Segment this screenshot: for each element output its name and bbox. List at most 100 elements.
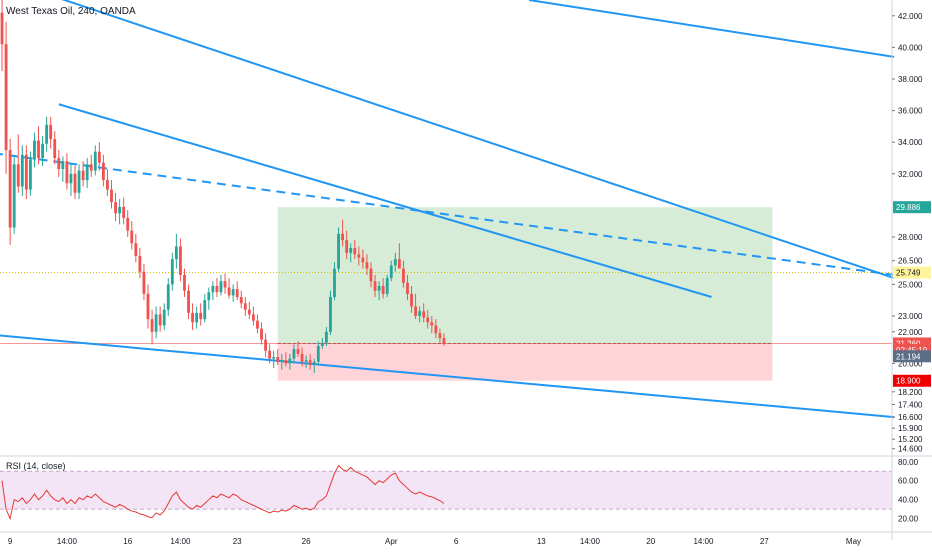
candle	[61, 156, 65, 182]
candle	[162, 303, 166, 331]
candle-body	[239, 297, 243, 304]
candle-body	[122, 206, 126, 219]
candle-body	[397, 259, 401, 269]
candle	[126, 210, 130, 237]
candle-body	[211, 285, 215, 293]
candle	[292, 344, 296, 364]
price-tick-label: 16.600	[898, 413, 923, 422]
candle	[174, 233, 178, 269]
candle-body	[434, 325, 438, 334]
candle-body	[308, 360, 312, 365]
rsi-tick-label: 60.00	[898, 477, 919, 486]
candle-body	[207, 292, 211, 301]
candle	[438, 328, 442, 343]
candle-body	[154, 314, 158, 332]
candle	[219, 274, 223, 296]
candle-body	[292, 349, 296, 359]
candle	[406, 274, 409, 301]
candle	[377, 281, 381, 301]
candle	[142, 263, 146, 301]
candle-body	[227, 287, 231, 296]
candle	[349, 243, 353, 263]
time-tick-label: May	[846, 537, 861, 546]
candle-body	[203, 300, 207, 320]
candle-body	[199, 312, 203, 320]
time-tick-label: 14:00	[693, 537, 714, 546]
candle-body	[357, 254, 361, 258]
candle-body	[166, 284, 170, 310]
candle-body	[0, 12, 4, 45]
candle-body	[389, 265, 393, 279]
candle-body	[353, 248, 357, 255]
candle-body	[430, 322, 434, 326]
candle	[138, 248, 142, 279]
time-tick-label: 23	[233, 537, 242, 546]
loss-zone[interactable]	[277, 343, 773, 381]
candle	[276, 349, 280, 365]
target-price-tag-bg	[893, 201, 931, 214]
inner-down-line[interactable]	[58, 103, 712, 298]
candle-body	[410, 293, 413, 307]
upper-channel-line[interactable]	[0, 0, 895, 280]
time-tick-label: 16	[123, 537, 132, 546]
candle	[16, 134, 20, 193]
candle	[41, 135, 44, 166]
candle-body	[223, 281, 227, 288]
candle-body	[235, 289, 239, 298]
candle-body	[89, 164, 93, 171]
candle	[329, 290, 332, 335]
lower-channel-line[interactable]	[0, 334, 895, 419]
price-tick-label: 18.200	[898, 388, 923, 397]
candle	[154, 306, 158, 339]
rsi-pane[interactable]	[0, 455, 932, 521]
upper-far-line[interactable]	[528, 0, 895, 58]
candle-body	[414, 306, 418, 316]
candle-body	[191, 312, 195, 323]
candle-body	[300, 353, 304, 362]
price-tick-label: 26.500	[898, 257, 923, 266]
candle	[223, 273, 227, 294]
candle	[158, 306, 162, 332]
dashed-down-line[interactable]	[0, 153, 895, 276]
candle	[187, 284, 190, 320]
symbol-label: West Texas Oil, 240, OANDA	[6, 6, 136, 17]
candle-body	[260, 328, 263, 340]
candle	[28, 151, 32, 196]
candle	[12, 154, 16, 234]
profit-zone[interactable]	[277, 207, 773, 344]
price-tick-label: 15.200	[898, 435, 923, 444]
candle-body	[361, 257, 365, 263]
price-pane[interactable]	[0, 0, 895, 419]
candle-body	[442, 338, 446, 344]
candle-body	[426, 317, 430, 323]
candle-body	[130, 230, 134, 244]
candle	[130, 221, 134, 250]
candle-body	[65, 161, 69, 184]
rsi-label: RSI (14, close)	[6, 461, 66, 471]
time-tick-label: 13	[537, 537, 546, 546]
candle	[280, 353, 284, 370]
candle-body	[296, 349, 300, 354]
candle-body	[243, 303, 247, 310]
price-tick-label: 40.000	[898, 43, 923, 52]
candle	[381, 278, 385, 299]
candle	[57, 150, 61, 177]
candle-body	[73, 173, 77, 193]
candle-body	[41, 143, 44, 158]
candle-body	[110, 189, 113, 203]
time-tick-label: 9	[8, 537, 13, 546]
candle	[235, 281, 239, 301]
candle-body	[373, 281, 377, 291]
candle-body	[402, 268, 405, 283]
candle	[304, 355, 308, 369]
candle	[256, 314, 259, 334]
candle	[426, 309, 430, 329]
candle	[49, 116, 53, 149]
candle-body	[118, 206, 122, 214]
candle-body	[81, 170, 85, 181]
candle	[300, 347, 304, 367]
candle-body	[49, 124, 53, 140]
